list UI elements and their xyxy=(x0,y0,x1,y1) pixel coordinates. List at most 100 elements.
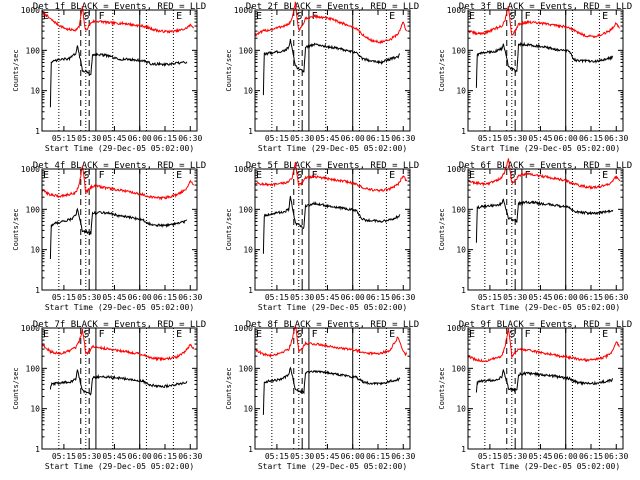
y-tick-label: 10 xyxy=(243,405,253,414)
x-tick-label: 06:15 xyxy=(579,452,603,461)
y-tick-label: 1 xyxy=(461,286,466,295)
lld-series-line xyxy=(467,158,621,190)
y-axis-label: Counts/sec xyxy=(12,367,20,409)
events-series-line xyxy=(262,195,401,254)
phase-marker: E xyxy=(602,329,608,340)
x-axis-label: Start Time (29-Dec-05 05:02:00) xyxy=(258,462,407,471)
x-tick-label: 05:45 xyxy=(528,452,552,461)
phase-marker: E xyxy=(176,11,182,22)
x-tick-label: 06:00 xyxy=(341,452,365,461)
y-axis-label: Counts/sec xyxy=(438,208,446,250)
y-tick-label: 1 xyxy=(461,445,466,454)
events-series-line xyxy=(49,369,188,396)
x-axis-label: Start Time (29-Dec-05 05:02:00) xyxy=(471,144,620,153)
y-tick-label: 100 xyxy=(452,364,467,373)
phase-marker: F xyxy=(312,329,318,340)
x-tick-label: 05:30 xyxy=(503,293,527,302)
events-series-line xyxy=(49,45,188,108)
panel-title: Det 1f BLACK = Events, RED = LLD xyxy=(33,2,206,12)
phase-marker: S xyxy=(509,329,515,340)
x-tick-label: 05:30 xyxy=(77,452,101,461)
y-axis-label: Counts/sec xyxy=(225,49,233,91)
x-tick-label: 06:15 xyxy=(366,293,390,302)
x-tick-label: 05:15 xyxy=(52,134,76,143)
events-series-line xyxy=(262,366,401,415)
events-series-line xyxy=(262,38,401,96)
x-tick-label: 05:15 xyxy=(478,134,502,143)
plot-frame xyxy=(41,9,198,132)
x-axis-label: Start Time (29-Dec-05 05:02:00) xyxy=(258,144,407,153)
x-axis-label: Start Time (29-Dec-05 05:02:00) xyxy=(258,303,407,312)
x-tick-label: 05:45 xyxy=(315,452,339,461)
lld-series-line xyxy=(41,166,194,201)
y-tick-label: 10 xyxy=(456,405,466,414)
y-tick-label: 10 xyxy=(456,246,466,255)
panel-title: Det 4f BLACK = Events, RED = LLD xyxy=(33,161,206,171)
y-tick-label: 1000 xyxy=(21,6,40,15)
x-tick-label: 05:30 xyxy=(290,134,314,143)
y-tick-label: 100 xyxy=(452,205,467,214)
y-tick-label: 1 xyxy=(35,127,40,136)
y-tick-label: 1 xyxy=(248,127,253,136)
y-tick-label: 100 xyxy=(452,46,467,55)
phase-marker: S xyxy=(83,11,89,22)
panel-title: Det 9f BLACK = Events, RED = LLD xyxy=(459,320,632,330)
x-tick-label: 05:30 xyxy=(77,293,101,302)
events-series-line xyxy=(475,198,614,243)
x-tick-label: 06:15 xyxy=(366,452,390,461)
phase-marker: S xyxy=(296,329,302,340)
x-tick-label: 05:45 xyxy=(102,293,126,302)
y-axis-label: Counts/sec xyxy=(225,367,233,409)
phase-marker: F xyxy=(525,11,531,22)
y-tick-label: 1000 xyxy=(447,6,466,15)
x-axis-label: Start Time (29-Dec-05 05:02:00) xyxy=(471,462,620,471)
panel-title: Det 5f BLACK = Events, RED = LLD xyxy=(246,161,419,171)
x-tick-label: 05:45 xyxy=(315,293,339,302)
y-tick-label: 1000 xyxy=(447,324,466,333)
y-tick-label: 1000 xyxy=(234,165,253,174)
y-tick-label: 1 xyxy=(248,445,253,454)
plot-frame xyxy=(41,168,198,291)
phase-marker: E xyxy=(176,170,182,181)
y-tick-label: 100 xyxy=(26,364,41,373)
x-tick-label: 06:30 xyxy=(391,293,415,302)
x-tick-label: 05:45 xyxy=(528,293,552,302)
x-axis-label: Start Time (29-Dec-05 05:02:00) xyxy=(45,303,194,312)
x-tick-label: 05:30 xyxy=(77,134,101,143)
x-tick-label: 06:30 xyxy=(604,452,628,461)
y-tick-label: 1 xyxy=(35,286,40,295)
x-tick-label: 06:00 xyxy=(128,293,152,302)
x-tick-label: 05:15 xyxy=(52,452,76,461)
panel-title: Det 8f BLACK = Events, RED = LLD xyxy=(246,320,419,330)
y-axis-label: Counts/sec xyxy=(12,49,20,91)
phase-marker: E xyxy=(469,329,475,340)
phase-marker: E xyxy=(389,170,395,181)
phase-marker: F xyxy=(312,170,318,181)
x-tick-label: 06:00 xyxy=(554,452,578,461)
phase-marker: E xyxy=(256,11,262,22)
lld-series-line xyxy=(254,1,408,45)
y-tick-label: 100 xyxy=(239,364,254,373)
x-tick-label: 06:30 xyxy=(391,134,415,143)
phase-marker: F xyxy=(99,170,105,181)
x-tick-label: 06:15 xyxy=(579,293,603,302)
lld-series-line xyxy=(42,328,195,362)
x-tick-label: 06:00 xyxy=(341,293,365,302)
y-tick-label: 100 xyxy=(239,205,254,214)
y-tick-label: 10 xyxy=(30,246,40,255)
x-tick-label: 05:15 xyxy=(478,452,502,461)
x-tick-label: 06:00 xyxy=(128,452,152,461)
phase-marker: F xyxy=(99,11,105,22)
x-tick-label: 06:15 xyxy=(153,452,177,461)
x-tick-label: 05:15 xyxy=(265,452,289,461)
phase-marker: S xyxy=(509,11,515,22)
y-tick-label: 10 xyxy=(243,246,253,255)
y-tick-label: 1000 xyxy=(21,165,40,174)
phase-marker: S xyxy=(509,170,515,181)
x-tick-label: 06:15 xyxy=(153,293,177,302)
phase-marker: E xyxy=(43,170,49,181)
x-tick-label: 05:30 xyxy=(290,452,314,461)
